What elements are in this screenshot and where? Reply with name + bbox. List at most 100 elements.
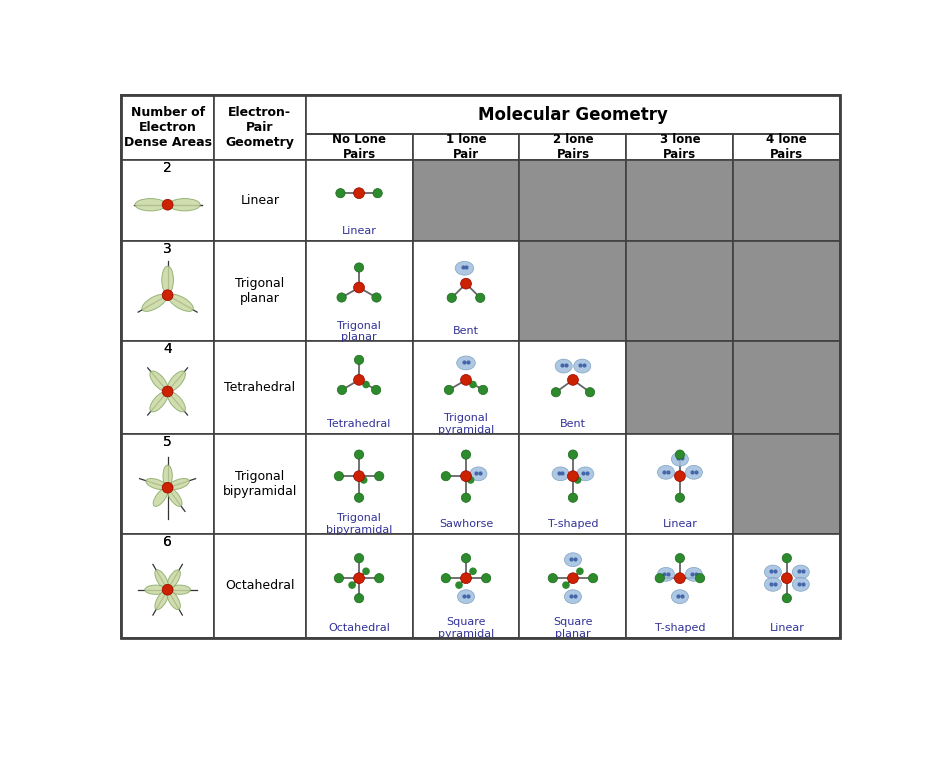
Text: 4: 4 <box>163 342 172 356</box>
Text: 2: 2 <box>163 161 172 175</box>
Ellipse shape <box>169 294 193 311</box>
Bar <box>734 342 840 434</box>
Circle shape <box>441 472 450 481</box>
Circle shape <box>334 472 343 481</box>
Circle shape <box>467 477 474 483</box>
Circle shape <box>563 582 569 588</box>
Text: 6: 6 <box>163 535 172 548</box>
Circle shape <box>567 471 579 482</box>
Text: Bent: Bent <box>453 326 479 336</box>
Ellipse shape <box>150 371 168 391</box>
Text: Tetrahedral: Tetrahedral <box>224 381 295 394</box>
Text: Trigonal
planar: Trigonal planar <box>337 321 381 342</box>
Text: Trigonal
bipyramidal: Trigonal bipyramidal <box>222 470 297 498</box>
Text: Square
pyramidal: Square pyramidal <box>438 617 494 639</box>
Bar <box>734 241 840 342</box>
Text: Molecular Geometry: Molecular Geometry <box>478 106 668 123</box>
Text: Square
planar: Square planar <box>553 617 593 639</box>
Bar <box>121 434 214 534</box>
Ellipse shape <box>167 391 186 412</box>
Ellipse shape <box>135 198 166 211</box>
Ellipse shape <box>142 294 167 311</box>
Bar <box>627 434 734 534</box>
Ellipse shape <box>153 488 168 506</box>
Ellipse shape <box>672 590 688 604</box>
Bar <box>121 534 214 638</box>
Bar <box>121 95 214 160</box>
Text: Trigonal
bipyramidal: Trigonal bipyramidal <box>325 513 392 535</box>
Circle shape <box>373 188 383 198</box>
Text: Linear: Linear <box>769 623 804 633</box>
Ellipse shape <box>764 565 781 579</box>
Circle shape <box>355 355 364 365</box>
Text: 2 lone
Pairs: 2 lone Pairs <box>552 133 593 162</box>
Ellipse shape <box>167 570 180 589</box>
Ellipse shape <box>574 359 591 373</box>
Circle shape <box>781 573 793 584</box>
Circle shape <box>445 385 454 394</box>
Bar <box>306 134 413 160</box>
Circle shape <box>568 493 578 502</box>
Circle shape <box>782 554 792 563</box>
Circle shape <box>461 450 471 459</box>
Ellipse shape <box>686 568 703 581</box>
Ellipse shape <box>458 590 475 604</box>
Bar <box>121 241 214 342</box>
Bar <box>121 160 214 241</box>
Text: Linear: Linear <box>662 519 697 529</box>
Bar <box>413 434 520 534</box>
Circle shape <box>675 554 685 563</box>
Ellipse shape <box>658 568 674 581</box>
Bar <box>306 434 413 534</box>
Circle shape <box>577 568 583 574</box>
Ellipse shape <box>577 467 594 481</box>
Text: 4: 4 <box>163 342 172 356</box>
Circle shape <box>338 385 347 394</box>
Circle shape <box>695 574 704 583</box>
Bar <box>734 434 840 534</box>
Text: 6: 6 <box>163 535 172 548</box>
Circle shape <box>354 188 365 198</box>
Ellipse shape <box>565 553 582 567</box>
Circle shape <box>461 554 471 563</box>
Text: 3 lone
Pairs: 3 lone Pairs <box>659 133 700 162</box>
Text: Trigonal
planar: Trigonal planar <box>235 277 284 306</box>
Circle shape <box>354 573 365 584</box>
Circle shape <box>334 574 343 583</box>
Ellipse shape <box>167 591 180 610</box>
Ellipse shape <box>793 578 809 591</box>
Circle shape <box>568 450 578 459</box>
Ellipse shape <box>167 371 186 391</box>
Bar <box>627 241 734 342</box>
Ellipse shape <box>565 590 582 604</box>
Bar <box>627 134 734 160</box>
Circle shape <box>461 471 472 482</box>
Circle shape <box>371 385 381 394</box>
Ellipse shape <box>455 261 474 275</box>
Ellipse shape <box>162 266 174 294</box>
Bar <box>214 342 306 434</box>
Circle shape <box>355 594 364 603</box>
Bar <box>306 342 413 434</box>
Ellipse shape <box>470 467 487 481</box>
Bar <box>413 342 520 434</box>
Ellipse shape <box>169 585 190 594</box>
Circle shape <box>162 290 173 300</box>
Bar <box>734 160 840 241</box>
Bar <box>306 241 413 342</box>
Circle shape <box>470 381 477 388</box>
Circle shape <box>476 293 485 303</box>
Circle shape <box>371 293 381 302</box>
Circle shape <box>360 477 367 483</box>
Bar <box>214 160 306 241</box>
Bar <box>306 160 413 241</box>
Text: 5: 5 <box>163 434 172 449</box>
Bar <box>413 534 520 638</box>
Text: Octahedral: Octahedral <box>225 579 295 592</box>
Ellipse shape <box>155 570 169 589</box>
Bar <box>627 342 734 434</box>
Bar <box>306 534 413 638</box>
Ellipse shape <box>552 467 569 481</box>
Circle shape <box>461 375 472 385</box>
Circle shape <box>355 554 364 563</box>
